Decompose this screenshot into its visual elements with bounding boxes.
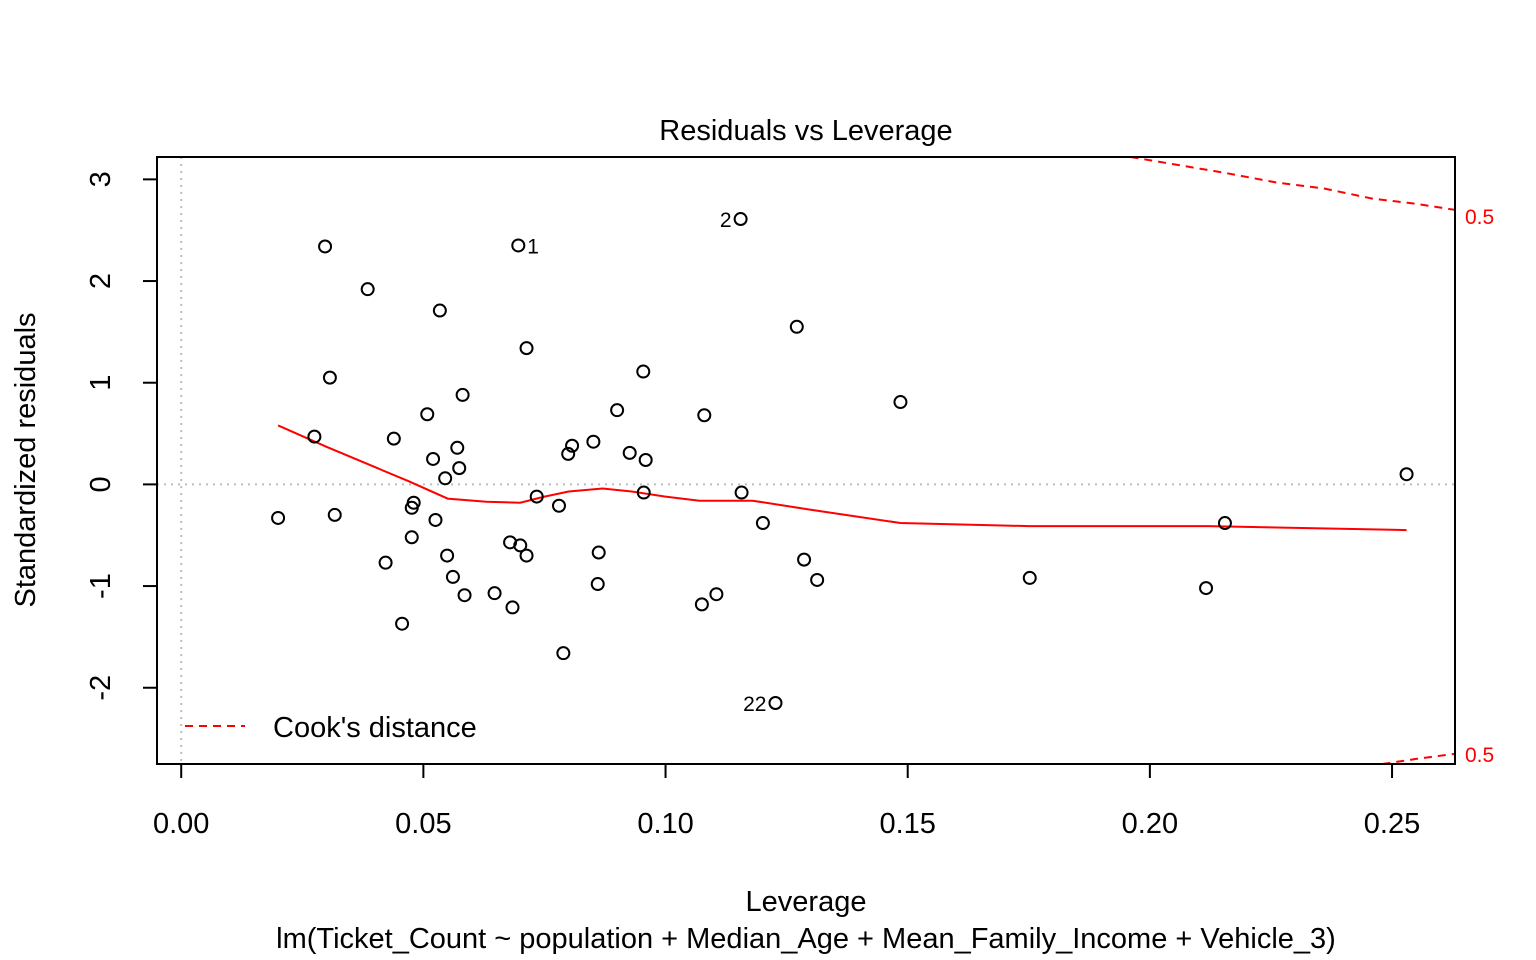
data-point — [271, 510, 286, 525]
data-point — [519, 548, 534, 563]
data-point — [457, 588, 472, 603]
point-label: 1 — [527, 235, 539, 258]
data-point — [360, 282, 375, 297]
data-point — [755, 516, 770, 531]
data-point — [733, 212, 748, 227]
data-point — [378, 555, 393, 570]
x-axis: 0.00 0.05 0.10 0.15 0.20 0.25 — [153, 763, 1420, 840]
cooks-distance-upper-contour — [1130, 156, 1456, 211]
data-point — [586, 434, 601, 449]
y-tick-label: 3 — [85, 171, 117, 187]
data-point — [318, 239, 333, 254]
y-tick-label: -2 — [85, 675, 117, 701]
data-point — [511, 238, 526, 253]
data-point — [505, 600, 520, 615]
data-point — [638, 452, 653, 467]
data-point — [1399, 467, 1414, 482]
data-point — [768, 695, 783, 710]
x-tick-label: 0.05 — [395, 808, 451, 840]
x-tick-label: 0.10 — [637, 808, 693, 840]
point-label: 22 — [743, 693, 766, 716]
data-point — [810, 572, 825, 587]
data-point — [440, 548, 455, 563]
data-point — [327, 507, 342, 522]
smoother-line — [277, 424, 1407, 532]
cooks-distance-contours — [1130, 156, 1456, 765]
data-point — [445, 569, 460, 584]
data-point — [622, 445, 637, 460]
x-tick-label: 0.20 — [1122, 808, 1178, 840]
data-point — [561, 446, 576, 461]
cooks-distance-lower-label: 0.5 — [1465, 744, 1494, 767]
loess-smoother-line — [277, 424, 1407, 532]
legend-cooks-distance-label: Cook's distance — [273, 712, 477, 744]
data-point — [428, 512, 443, 527]
data-point — [590, 577, 605, 592]
data-point — [455, 387, 470, 402]
data-point — [565, 438, 580, 453]
data-point — [1217, 516, 1232, 531]
data-point — [487, 586, 502, 601]
data-point — [386, 431, 401, 446]
data-point — [551, 498, 566, 513]
data-point — [636, 485, 651, 500]
data-point — [610, 403, 625, 418]
y-tick-label: -1 — [85, 573, 117, 599]
data-point — [438, 471, 453, 486]
chart-title: Residuals vs Leverage — [659, 115, 952, 147]
data-point — [697, 408, 712, 423]
data-point — [556, 646, 571, 661]
data-point — [797, 552, 812, 567]
x-tick-label: 0.25 — [1364, 808, 1420, 840]
data-point — [450, 440, 465, 455]
data-point — [513, 538, 528, 553]
y-axis: -2 -1 0 1 2 3 — [85, 171, 158, 701]
x-tick-label: 0.00 — [153, 808, 209, 840]
x-axis-label: Leverage — [746, 886, 867, 918]
data-point — [1199, 581, 1214, 596]
model-formula-subtitle: lm(Ticket_Count ~ population + Median_Ag… — [276, 923, 1336, 955]
data-point — [636, 364, 651, 379]
data-point — [734, 485, 749, 500]
data-point — [709, 587, 724, 602]
data-point — [519, 341, 534, 356]
data-point — [591, 545, 606, 560]
y-axis-label: Standardized residuals — [10, 312, 42, 607]
data-point — [406, 495, 421, 510]
data-point — [694, 597, 709, 612]
cooks-distance-upper-label: 0.5 — [1465, 206, 1494, 229]
data-point — [452, 461, 467, 476]
data-point — [395, 616, 410, 631]
data-point — [789, 319, 804, 334]
data-point — [322, 370, 337, 385]
data-point — [432, 303, 447, 318]
data-point — [426, 451, 441, 466]
legend: Cook's distance — [185, 712, 477, 744]
point-label: 2 — [720, 209, 732, 232]
data-point — [307, 429, 322, 444]
data-points — [271, 212, 1414, 710]
y-tick-label: 0 — [85, 476, 117, 492]
data-point — [420, 407, 435, 422]
x-tick-label: 0.15 — [879, 808, 935, 840]
data-point — [893, 395, 908, 410]
y-tick-label: 1 — [85, 375, 117, 391]
cooks-distance-lower-contour — [1382, 752, 1456, 765]
y-tick-label: 2 — [85, 273, 117, 289]
data-point — [1022, 570, 1037, 585]
data-point — [529, 489, 544, 504]
data-point — [404, 530, 419, 545]
